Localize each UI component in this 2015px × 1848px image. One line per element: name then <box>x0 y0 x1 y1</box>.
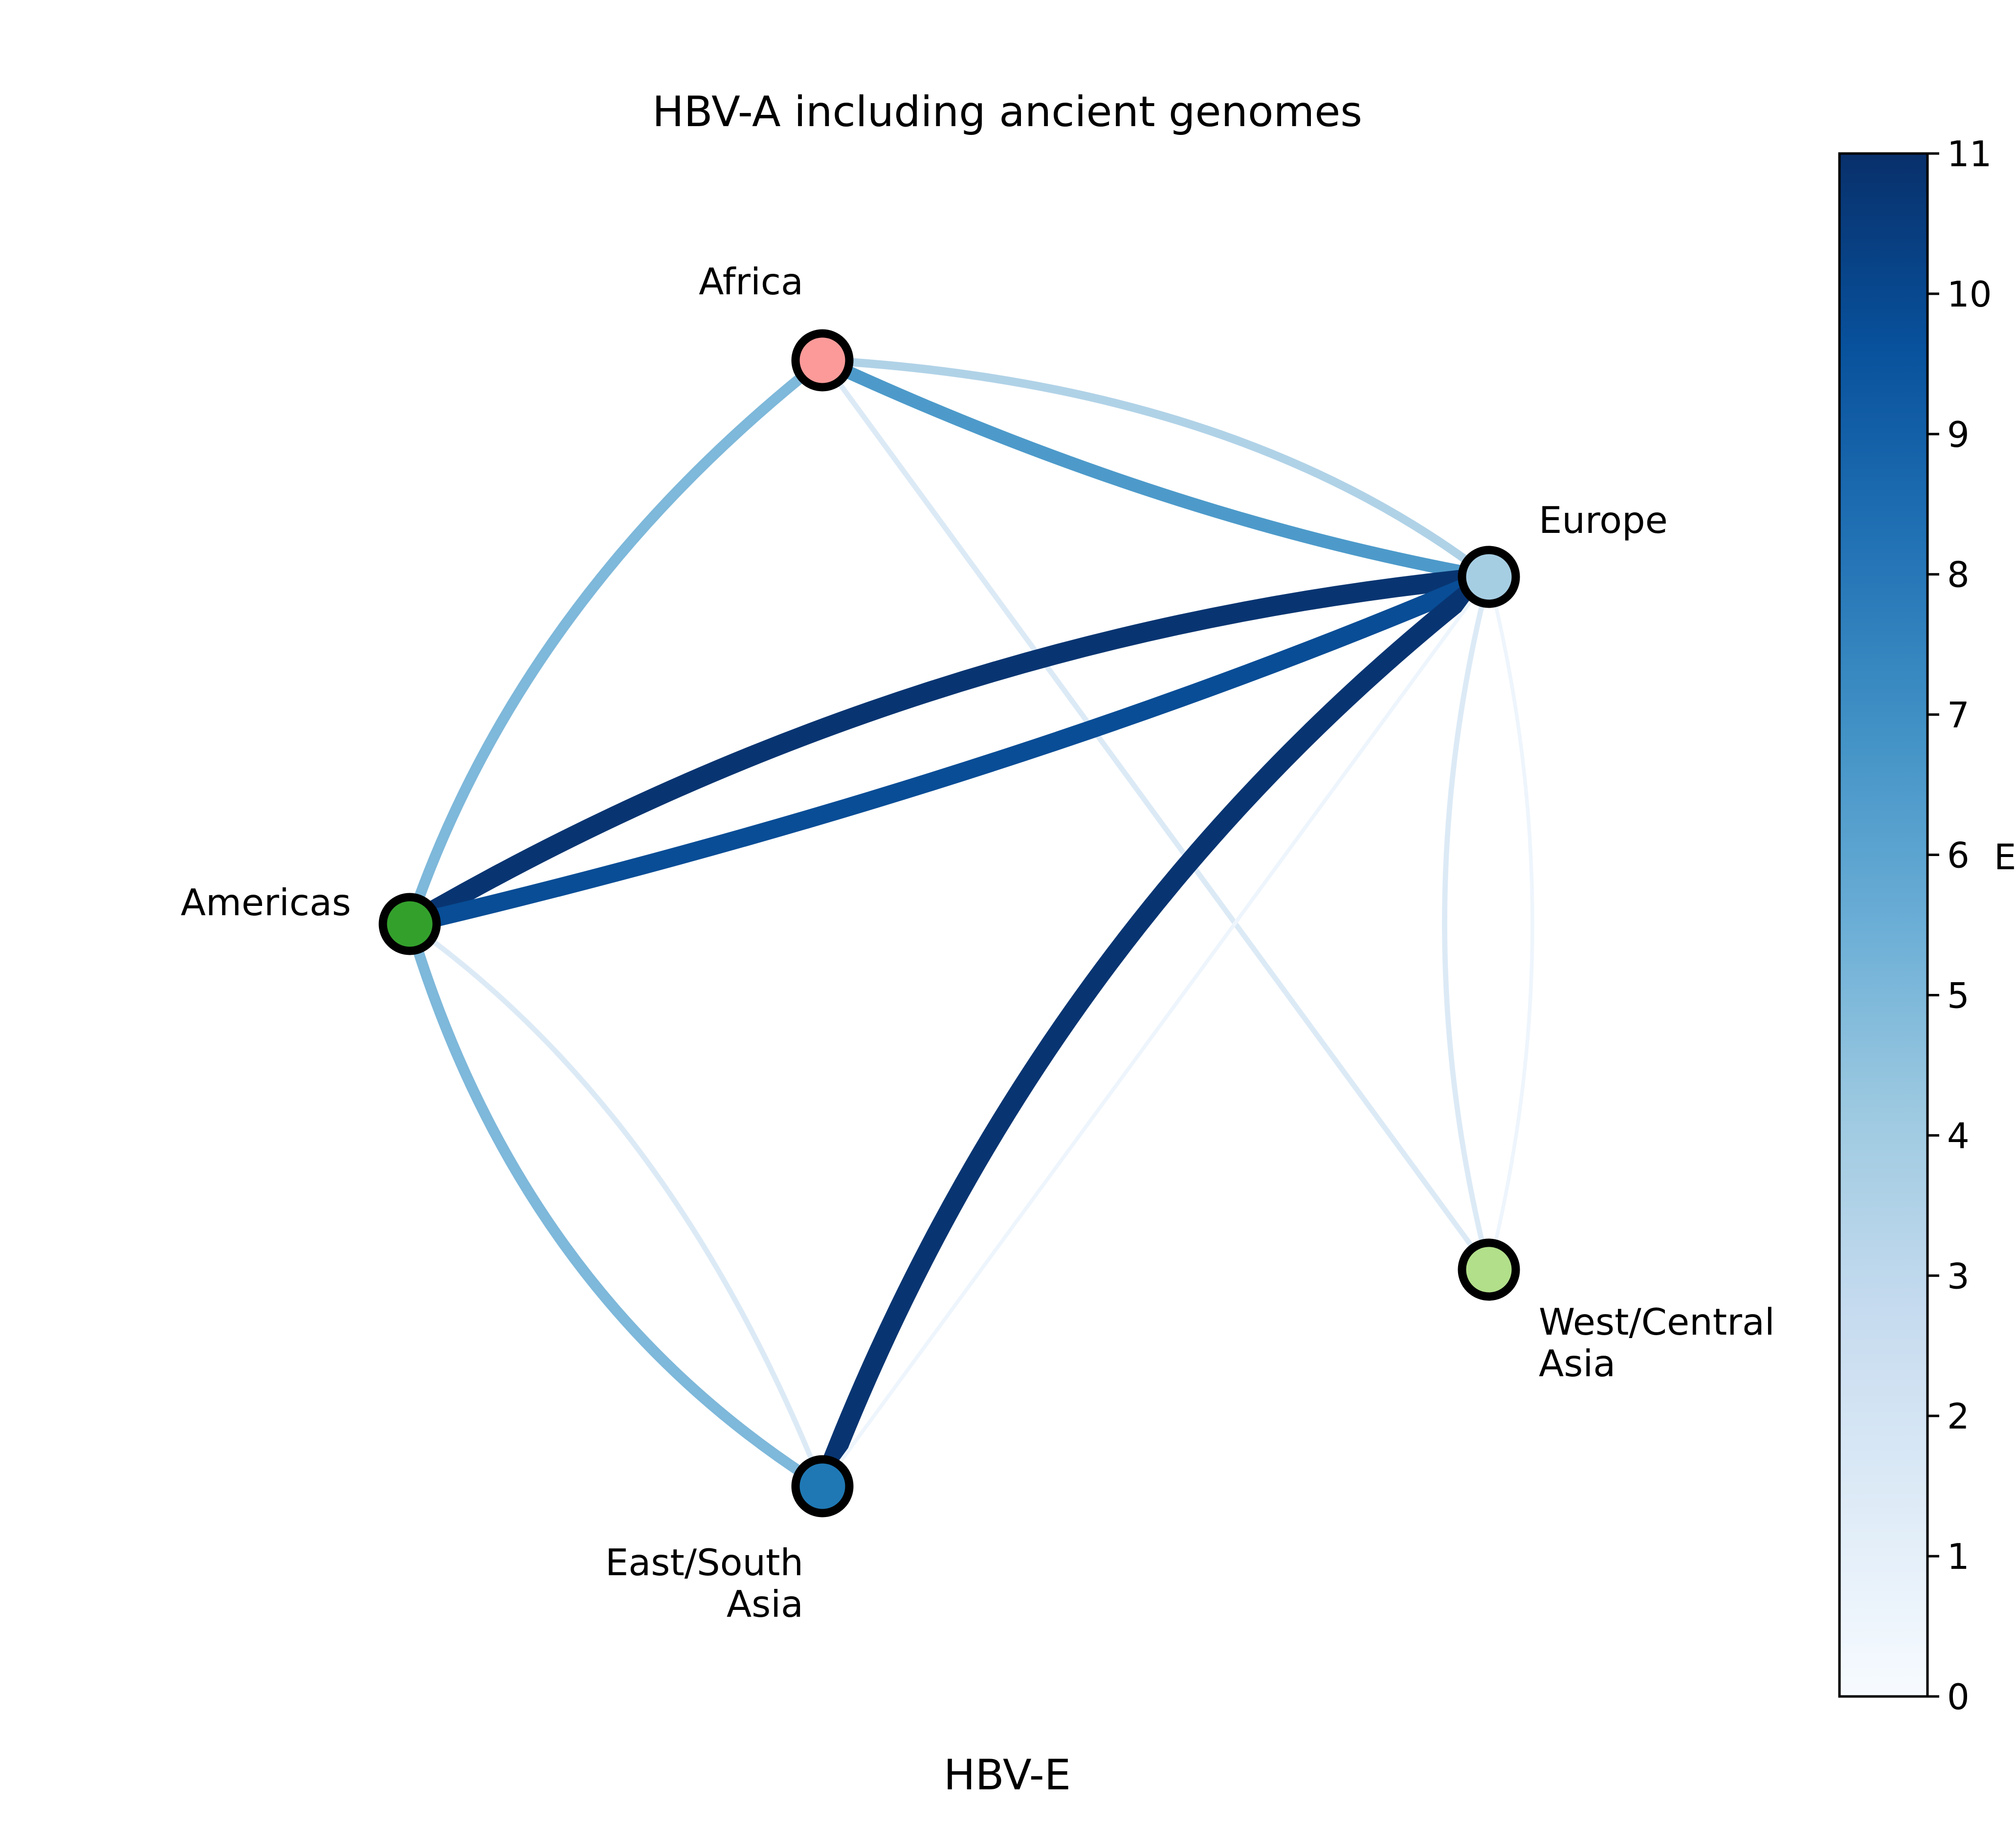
colorbar-tick-label: 8 <box>1947 554 1970 595</box>
colorbar-tick-label: 10 <box>1947 274 1992 315</box>
edge-americas-europe-lower <box>407 568 1493 933</box>
colorbar-tick-label: 2 <box>1947 1396 1970 1437</box>
edge-americas-eastsouth-outer <box>404 922 825 1491</box>
edge-europe-eastsouth-straight <box>820 575 1491 1488</box>
node-label-eastsouth: Asia <box>727 1583 803 1626</box>
colorbar-tick-label: 9 <box>1947 414 1970 455</box>
colorbar-tick-label: 5 <box>1947 975 1970 1016</box>
edge-africa-americas-outer <box>404 356 826 926</box>
colorbar-axis-label: E <box>1994 836 2015 878</box>
bottom-subplot-title: HBV-E <box>944 1751 1071 1800</box>
node-africa <box>791 329 854 392</box>
node-label-westcentral: Asia <box>1539 1342 1616 1385</box>
edge-africa-europe-inner <box>819 354 1490 584</box>
node-americas <box>378 893 441 955</box>
colorbar-bar <box>1838 152 1929 1698</box>
edge-europe-eastsouth-inner <box>813 569 1495 1490</box>
edge-africa-europe-outer <box>822 356 1492 580</box>
colorbar: 0 1 2 3 4 5 6 7 8 9 10 11 E <box>1838 133 2015 1717</box>
edges-layer <box>404 354 1534 1491</box>
colorbar-ticks: 0 1 2 3 4 5 6 7 8 9 10 11 <box>1927 133 1992 1717</box>
edge-europe-westcentral-left <box>1442 576 1492 1271</box>
nodes-layer <box>378 329 1520 1518</box>
node-eastsouth <box>791 1455 854 1518</box>
node-label-americas: Americas <box>181 881 351 924</box>
node-labels-layer: AfricaEuropeAmericasEast/SouthAsiaWest/C… <box>181 260 1775 1626</box>
colorbar-tick-label: 11 <box>1947 133 1992 175</box>
edge-americas-europe-upper <box>404 567 1490 933</box>
edge-europe-westcentral-right <box>1487 576 1534 1270</box>
node-label-europe: Europe <box>1539 499 1668 542</box>
node-label-westcentral: West/Central <box>1539 1300 1775 1343</box>
colorbar-tick-label: 3 <box>1947 1255 1970 1297</box>
colorbar-tick-label: 0 <box>1947 1676 1970 1717</box>
colorbar-tick-label: 7 <box>1947 695 1970 736</box>
node-label-africa: Africa <box>699 260 803 303</box>
colorbar-tick-label: 6 <box>1947 835 1970 876</box>
node-europe <box>1458 546 1520 608</box>
node-label-eastsouth: East/South <box>605 1541 803 1584</box>
colorbar-tick-label: 4 <box>1947 1115 1970 1156</box>
edge-africa-westcentral-straight <box>820 358 1491 1272</box>
edge-americas-eastsouth-inner <box>408 922 825 1487</box>
node-westcentral <box>1458 1238 1520 1301</box>
colorbar-tick-label: 1 <box>1947 1536 1970 1577</box>
chart-title: HBV-A including ancient genomes <box>652 88 1362 136</box>
